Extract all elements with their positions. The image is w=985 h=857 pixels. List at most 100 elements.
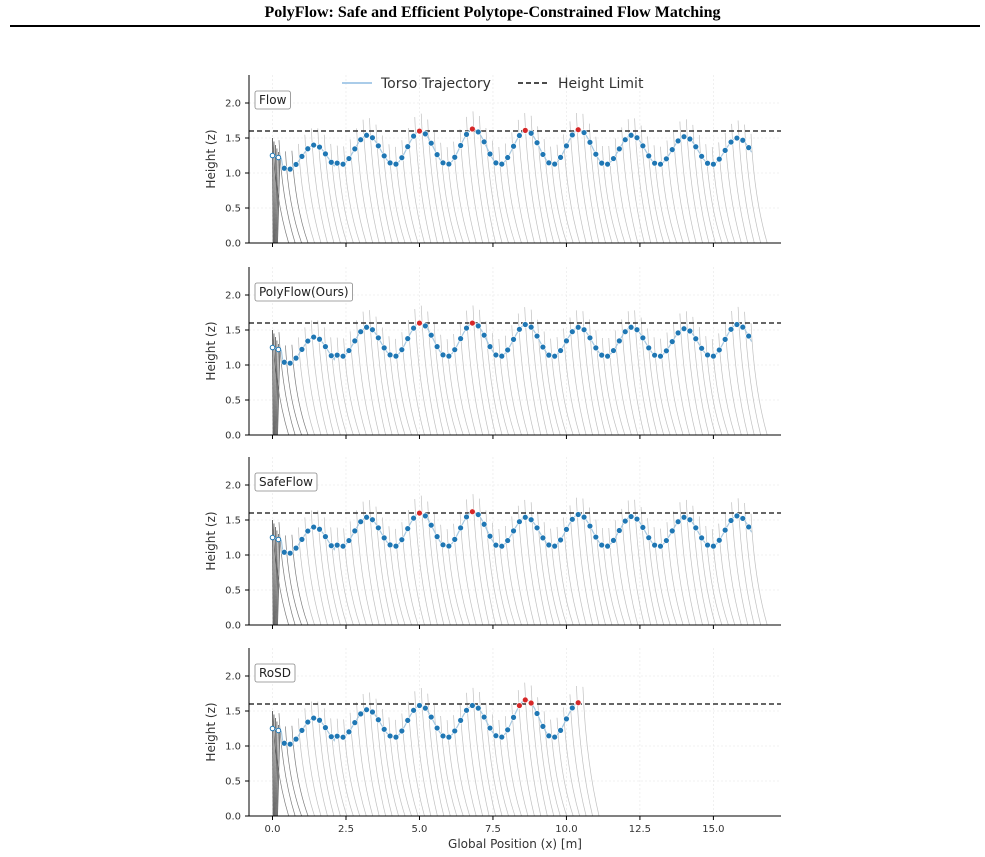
torso-point [651,351,658,359]
torso-point [375,716,382,723]
leg-line [718,333,736,436]
torso-point [410,707,417,714]
leg-line [750,133,768,244]
torso-point [739,323,746,331]
method-title-box: RoSD [254,663,296,683]
torso-points [269,508,752,557]
leg-line [614,138,632,244]
leg-line [647,328,665,436]
leg-line [731,123,749,244]
leg-line [375,506,393,626]
torso-point [557,154,564,161]
method-title-box: Flow [254,90,291,110]
torso-point [375,334,382,342]
torso-point [580,129,588,136]
leg-line [744,502,762,626]
leg-line [349,521,367,626]
leg-line [673,322,690,436]
torso-point [727,517,735,524]
leg-line [543,139,561,244]
torso-point [392,352,400,360]
torso-point [333,732,341,740]
leg-line [414,691,432,817]
torso-point [433,533,441,540]
leg-line [310,701,328,817]
torso-point [604,160,611,168]
leg-line [601,146,619,244]
torso-point [533,139,541,146]
torso-point [281,359,288,366]
y-tick-label: 1.5 [225,326,241,337]
torso-point [610,537,617,544]
leg-line [272,137,290,244]
leg-line [278,522,296,626]
leg-line-start [276,343,279,436]
torso-point [469,508,476,515]
leg-line [595,136,613,244]
leg-line [401,522,419,626]
torso-point [480,521,488,528]
torso-point [533,710,541,717]
torso-point [363,132,370,139]
torso-point [616,337,623,345]
leg-line [388,336,406,436]
leg-line [433,705,451,817]
torso-point [451,536,458,543]
leg-line [395,146,412,244]
leg-line [414,309,432,436]
panels: 0.0 0.5 1.0 1.5 2.0 Height (z) Flow 0.0 0.5 1.0 1.… [204,75,781,851]
leg-line [640,125,658,244]
leg-line-start [274,526,276,626]
torso-point [492,541,500,549]
leg-line [673,130,690,244]
torso-point [492,732,500,739]
leg-line [711,528,729,626]
torso-point [345,728,353,736]
leg-line [369,692,387,817]
leg-line [686,311,703,436]
leg-line [278,140,296,244]
leg-line [537,697,555,817]
leg-line-start [274,336,276,436]
torso-point [686,327,694,335]
torso-point [310,714,317,722]
torso-point [604,542,611,550]
torso-point [545,351,553,359]
torso-point [369,516,376,523]
leg-line [634,310,652,436]
x-tick-label: 10.0 [555,824,577,835]
torso-point [610,347,617,354]
torso-point [598,351,605,359]
torso-point [580,513,588,521]
leg-line [485,321,503,436]
torso-point [616,145,623,153]
torso-point [381,534,388,542]
leg-line [272,329,290,436]
leg-line [498,146,516,244]
torso-point [539,723,547,730]
leg-line-start [277,728,281,817]
legend-limit-label: Height Limit [558,76,644,92]
torso-point [298,536,306,543]
leg-line [724,321,742,436]
torso-point [339,160,347,168]
torso-point [674,518,682,525]
torso-point [545,732,553,740]
leg-line [317,701,335,817]
torso-point [375,524,382,532]
torso-point [574,126,582,133]
leg-line [343,528,361,626]
torso-point [269,725,276,732]
torso-point [480,138,488,146]
torso-point [322,343,329,350]
torso-point [333,541,341,549]
torso-point [739,515,746,522]
torso-point [475,704,482,712]
leg-line [492,333,509,436]
torso-point [416,319,423,327]
leg-line [640,506,658,626]
leg-line [356,128,374,244]
leg-line [291,344,309,436]
leg-line [705,336,723,436]
torso-point [392,542,400,550]
